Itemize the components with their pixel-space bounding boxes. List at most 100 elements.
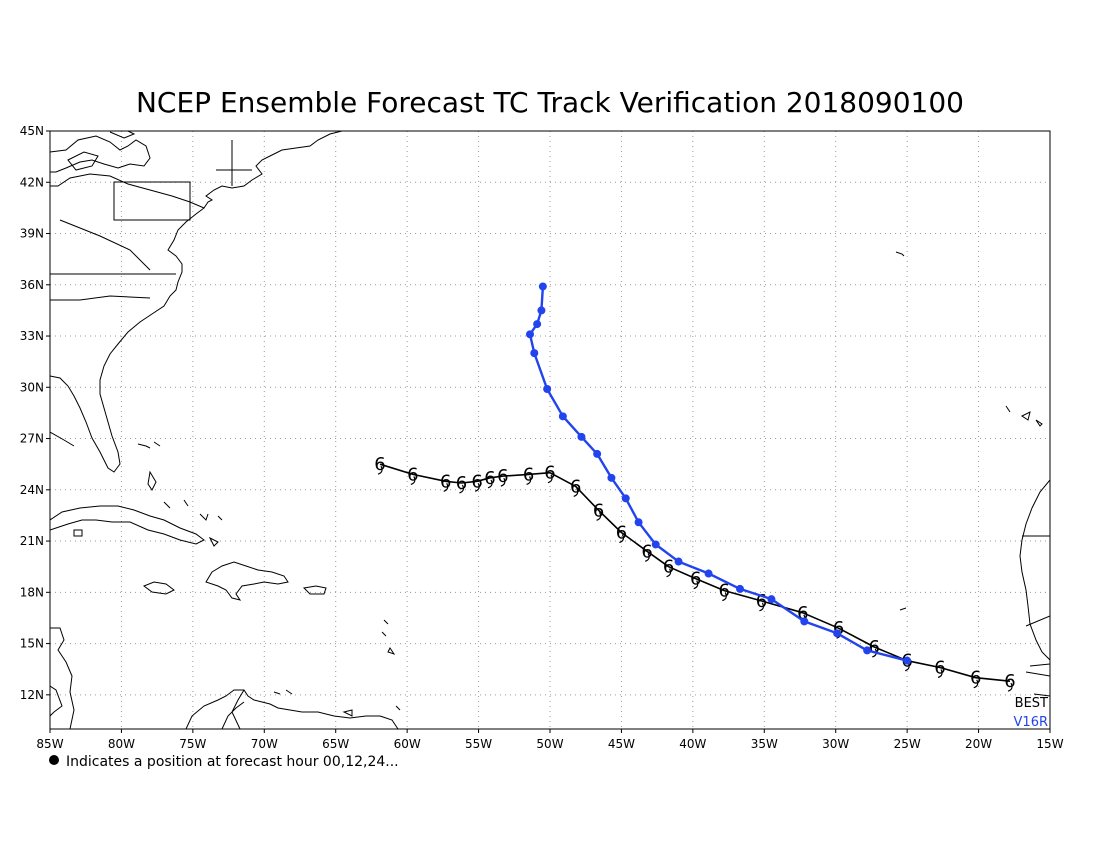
legend-label-best: BEST xyxy=(1015,696,1048,711)
x-tick-label: 20W xyxy=(965,737,992,751)
tropical-cyclone-icon-tail xyxy=(487,479,493,489)
south-america-inner xyxy=(221,689,293,729)
cuba xyxy=(50,505,205,545)
track-point-v16r xyxy=(593,449,602,458)
tropical-cyclone-icon: 6 xyxy=(484,468,495,489)
mid-atlantic-coast xyxy=(50,207,205,473)
x-tick-label: 75W xyxy=(179,737,206,751)
tropical-cyclone-icon: 6 xyxy=(497,466,508,487)
tropical-cyclone-icon-tail xyxy=(474,482,480,492)
footnote: Indicates a position at forecast hour 00… xyxy=(49,754,399,770)
gulf-coast xyxy=(50,431,75,447)
plot-frame xyxy=(49,130,1051,730)
lake-contours xyxy=(67,131,136,171)
x-tick-label: 55W xyxy=(465,737,492,751)
tropical-cyclone-icon-tail xyxy=(644,553,650,562)
cape-verde xyxy=(899,607,907,611)
canary-islands xyxy=(1005,405,1043,427)
tracks: 666666666666666666666666 xyxy=(374,282,1016,692)
tropical-cyclone-icon: 6 xyxy=(690,569,701,590)
x-tick-label: 15W xyxy=(1036,737,1063,751)
x-tick-label: 50W xyxy=(536,737,563,751)
tropical-cyclone-icon-tail xyxy=(573,488,579,497)
y-tick-label: 18N xyxy=(20,585,44,599)
tropical-cyclone-icon: 6 xyxy=(663,557,674,578)
tropical-cyclone-icon-tail xyxy=(459,484,465,494)
x-tick-label: 30W xyxy=(822,737,849,751)
track-point-v16r xyxy=(530,349,539,358)
y-tick-label: 21N xyxy=(20,534,44,548)
track-point-v16r xyxy=(736,584,744,593)
tropical-cyclone-icon: 6 xyxy=(1004,671,1015,692)
y-tick-label: 42N xyxy=(20,175,44,189)
track-point-v16r xyxy=(543,384,552,393)
track-point-v16r xyxy=(526,330,534,339)
tropical-cyclone-icon: 6 xyxy=(471,471,482,492)
state-borders xyxy=(50,140,252,301)
tropical-cyclone-icon: 6 xyxy=(756,591,767,612)
y-tick-label: 45N xyxy=(20,124,44,138)
tropical-cyclone-icon: 6 xyxy=(374,454,385,475)
tropical-cyclone-icon: 6 xyxy=(440,471,451,492)
track-point-v16r xyxy=(607,473,616,482)
trinidad xyxy=(342,705,401,717)
dot-marker-icon xyxy=(49,755,59,765)
track-point-v16r xyxy=(767,595,776,604)
track-line-best xyxy=(379,463,1011,682)
track-point-v16r xyxy=(577,432,586,441)
track-point-v16r xyxy=(704,569,713,578)
tropical-cyclone-icon-tail xyxy=(666,568,672,578)
bahamas xyxy=(137,441,223,521)
x-tick-label: 40W xyxy=(679,737,706,751)
coastlines xyxy=(50,131,1050,729)
tropical-cyclone-icon-tail xyxy=(872,648,877,658)
y-tick-label: 27N xyxy=(20,432,44,446)
tropical-cyclone-icon: 6 xyxy=(523,464,534,485)
hispaniola xyxy=(205,561,289,601)
tropical-cyclone-icon: 6 xyxy=(719,581,730,602)
central-america xyxy=(50,627,75,729)
track-point-v16r xyxy=(537,306,546,315)
x-tick-label: 35W xyxy=(751,737,778,751)
tropical-cyclone-icon-tail xyxy=(973,679,979,689)
track-line-v16r xyxy=(528,286,908,662)
tropical-cyclone-icon-tail xyxy=(759,602,765,612)
tropical-cyclone-icon-tail xyxy=(596,512,602,521)
tropical-cyclone-icon-tail xyxy=(410,476,416,485)
jamaica xyxy=(142,581,175,595)
grid-lines xyxy=(50,131,1050,729)
tropical-cyclone-icon: 6 xyxy=(544,463,555,484)
great-lakes-region xyxy=(50,135,151,173)
tropical-cyclone-icon-tail xyxy=(722,592,727,602)
track-point-v16r xyxy=(634,518,643,527)
track-point-v16r xyxy=(538,282,547,291)
x-tick-label: 45W xyxy=(608,737,635,751)
x-tick-label: 65W xyxy=(322,737,349,751)
tropical-cyclone-icon: 6 xyxy=(934,657,945,678)
axis-ticks: 85W 80W 75W 70W 65W 60W 55W 50W 45W 40W 35W 30W 25W 2… xyxy=(20,124,1064,751)
y-tick-label: 30N xyxy=(20,380,44,394)
x-tick-label: 60W xyxy=(394,737,421,751)
tropical-cyclone-icon: 6 xyxy=(641,541,652,562)
x-tick-label: 80W xyxy=(108,737,135,751)
tropical-cyclone-icon-tail xyxy=(1007,682,1013,692)
tropical-cyclone-icon: 6 xyxy=(456,473,467,494)
tropical-cyclone-icon-tail xyxy=(377,465,383,475)
track-point-v16r xyxy=(558,412,567,421)
track-point-v16r xyxy=(903,656,912,665)
puerto-rico xyxy=(302,585,327,595)
tropical-cyclone-icon-tail xyxy=(500,477,506,487)
africa-borders xyxy=(1022,535,1050,697)
lesser-antilles xyxy=(208,536,396,655)
x-tick-label: 70W xyxy=(251,737,278,751)
track-point-v16r xyxy=(651,540,660,549)
x-tick-label: 25W xyxy=(894,737,921,751)
tropical-cyclone-icon-tail xyxy=(619,534,625,544)
tropical-cyclone-icon: 6 xyxy=(407,464,418,485)
x-tick-label: 85W xyxy=(36,737,63,751)
track-point-v16r xyxy=(863,646,872,655)
y-tick-label: 33N xyxy=(20,329,44,343)
tropical-cyclone-icon: 6 xyxy=(616,523,627,544)
tropical-cyclone-icon: 6 xyxy=(970,668,981,689)
